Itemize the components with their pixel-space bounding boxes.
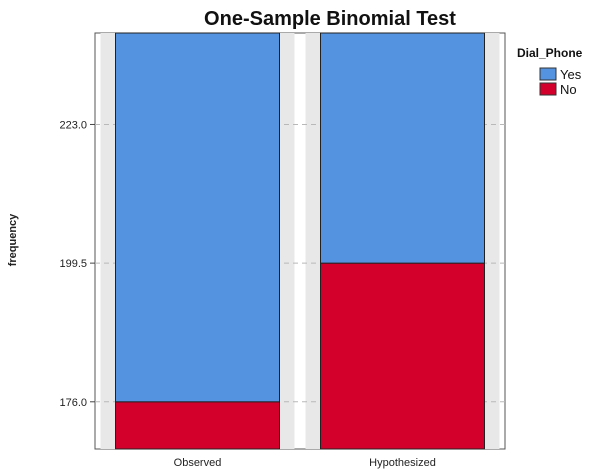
bar-yes-hypothesized (320, 32, 485, 264)
legend-swatch-no (539, 82, 557, 96)
legend-title: Dial_Phone (517, 46, 583, 60)
y-axis-label: frequency (7, 213, 19, 266)
y-tick-label: 223.0 (59, 119, 87, 131)
y-tick-label: 199.5 (59, 258, 87, 270)
legend-label-no: No (560, 82, 577, 97)
bars (115, 32, 485, 450)
legend-swatch-yes (539, 67, 557, 81)
legend-label-yes: Yes (560, 67, 582, 82)
bar-no-hypothesized (320, 262, 485, 450)
x-tick-label: Hypothesized (369, 457, 436, 469)
bar-no-observed (115, 401, 280, 450)
chart-title: One-Sample Binomial Test (204, 8, 456, 30)
x-axis: Observed Hypothesized (174, 457, 436, 469)
bar-yes-observed (115, 32, 280, 403)
y-tick-label: 176.0 (59, 397, 87, 409)
y-axis: 223.0 199.5 176.0 (59, 119, 95, 409)
x-tick-label: Observed (174, 457, 222, 469)
